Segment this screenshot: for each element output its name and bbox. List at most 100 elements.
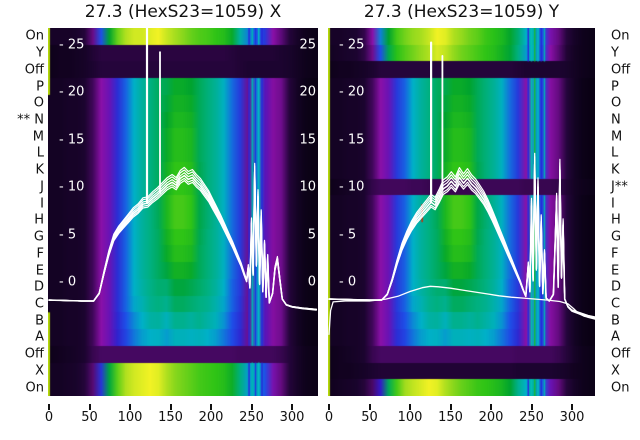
row-label: I [611,196,615,212]
value-tick-label-right: 20 [299,84,316,100]
value-tick-label-right: 0 [307,274,316,290]
x-tick-label: 150 [438,410,463,425]
row-label: D [611,279,622,295]
profile-overlay-Y [328,41,595,335]
row-label: L [36,145,44,161]
x-tick [48,404,50,410]
x-tick-label: 150 [158,410,183,425]
x-tick-label: 100 [397,410,423,425]
row-label: K [611,162,620,178]
x-tick-label: 300 [279,410,305,425]
row-label: G [33,229,44,245]
heatmap-panel-x [48,28,318,396]
x-tick [530,404,533,410]
x-tick-label: 0 [44,410,54,425]
title-y-panel: 27.3 (HexS23=1059) Y [363,2,560,22]
row-label: K [35,162,44,178]
row-label: On [611,28,630,44]
heatmap-canvas-Y [328,28,595,396]
curve-beam-profile-bundle [48,174,317,310]
value-tick-label-right: 10 [299,179,316,195]
row-label: C [34,296,44,312]
row-label: G [611,229,622,245]
value-tick-label: - 5 [339,227,357,242]
value-tick-label-right: 25 [299,37,316,52]
row-label: Off [24,62,44,78]
x-tick [88,404,91,410]
x-tick [169,404,172,410]
heatmap-panel-y [328,28,595,396]
x-tick-label: 0 [324,410,334,425]
row-label: F [611,246,619,262]
row-label: Off [611,346,631,362]
row-label: B [611,313,620,329]
row-label: N [611,112,621,128]
row-label: Y [36,45,44,61]
x-tick [129,404,131,410]
row-label: On [25,380,44,396]
value-tick-label: - 10 [339,179,365,195]
row-label: A [35,329,44,345]
value-tick-label: - 15 [339,132,365,147]
row-label: X [35,363,44,379]
row-label: C [611,296,621,312]
row-label: E [611,263,620,279]
x-tick [571,404,573,410]
row-label: J [40,179,44,195]
value-tick-label: - 25 [339,37,365,52]
value-tick-label: - 10 [59,179,85,195]
curve-beam-profile-bundle [48,165,317,311]
x-tick-label: 200 [478,410,504,425]
row-label: ** N [17,112,44,128]
x-tick [490,404,492,410]
x-tick [210,404,212,410]
value-tick-label-right: 15 [299,132,316,147]
x-tick-label: 200 [198,410,224,425]
row-label: O [33,95,44,111]
row-label: Y [611,45,619,61]
curve-beam-profile-bundle [48,171,318,311]
row-label: I [40,196,44,212]
value-tick-label: - 20 [59,84,85,100]
x-tick [291,404,293,410]
x-tick [368,404,371,410]
row-label: M [611,129,623,145]
row-label: E [35,263,44,279]
profile-overlay-X [48,28,318,311]
row-label: On [611,380,630,396]
value-tick-label: - 20 [339,84,365,100]
curve-beam-profile-bundle [328,152,595,320]
value-tick-label: - 25 [59,37,85,52]
x-tick [328,404,330,410]
row-label: Off [611,62,631,78]
x-tick-label: 300 [559,410,585,425]
row-label: J** [611,179,628,195]
row-label: On [25,28,44,44]
value-tick-label: - 5 [59,227,77,242]
row-label: F [36,246,44,262]
x-tick-label: 50 [81,410,98,425]
row-label: A [611,329,620,345]
row-label: D [33,279,44,295]
x-tick-label: 100 [117,410,143,425]
value-tick-label-right: 5 [307,227,316,242]
value-tick-label: - 15 [59,132,85,147]
curve-beam-profile-bundle [48,162,317,311]
row-label: O [611,95,622,111]
row-label: P [611,79,619,95]
title-x-panel: 27.3 (HexS23=1059) X [84,2,282,22]
row-label: P [36,79,44,95]
row-label: X [611,363,620,379]
x-tick [449,404,452,410]
row-label: H [34,212,44,228]
row-label: Off [24,346,44,362]
curve-beam-profile-bundle [48,176,317,310]
curve-baseline-profile [328,285,595,335]
row-label: L [611,145,619,161]
x-tick-label: 250 [239,410,264,425]
x-tick-label: 250 [519,410,544,425]
row-label: M [32,129,44,145]
value-tick-label: - 0 [339,274,357,290]
x-tick-label: 50 [361,410,378,425]
